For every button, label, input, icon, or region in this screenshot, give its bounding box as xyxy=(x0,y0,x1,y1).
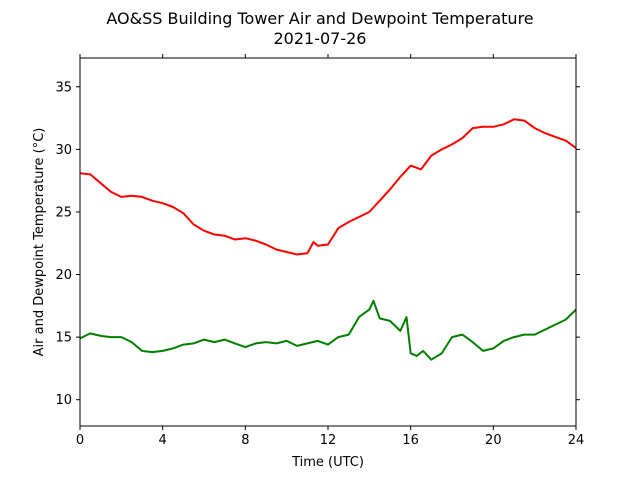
series-line-2 xyxy=(79,299,577,361)
series-line-1 xyxy=(79,118,577,256)
x-tick-label: 16 xyxy=(402,433,419,448)
x-axis: 0 4 8 12 16 20 24 xyxy=(76,54,584,448)
chart-title: AO&SS Building Tower Air and Dewpoint Te… xyxy=(106,9,533,28)
y-tick-label: 10 xyxy=(55,393,72,408)
y-tick-label: 25 xyxy=(55,205,72,220)
x-tick-label: 0 xyxy=(76,433,84,448)
series-layer xyxy=(79,118,577,361)
y-axis: 10 15 20 25 30 35 xyxy=(55,80,580,408)
x-tick-label: 8 xyxy=(241,433,249,448)
chart-subtitle: 2021-07-26 xyxy=(274,29,367,48)
x-tick-label: 20 xyxy=(485,433,502,448)
y-tick-label: 20 xyxy=(55,268,72,283)
x-tick-label: 24 xyxy=(568,433,585,448)
y-tick-label: 30 xyxy=(55,143,72,158)
y-tick-label: 35 xyxy=(55,80,72,95)
x-axis-label: Time (UTC) xyxy=(291,455,364,470)
x-tick-label: 12 xyxy=(320,433,337,448)
plot-frame xyxy=(79,57,577,427)
y-tick-label: 15 xyxy=(55,331,72,346)
y-axis-label: Air and Dewpoint Temperature (°C) xyxy=(32,128,47,357)
x-tick-label: 4 xyxy=(159,433,167,448)
